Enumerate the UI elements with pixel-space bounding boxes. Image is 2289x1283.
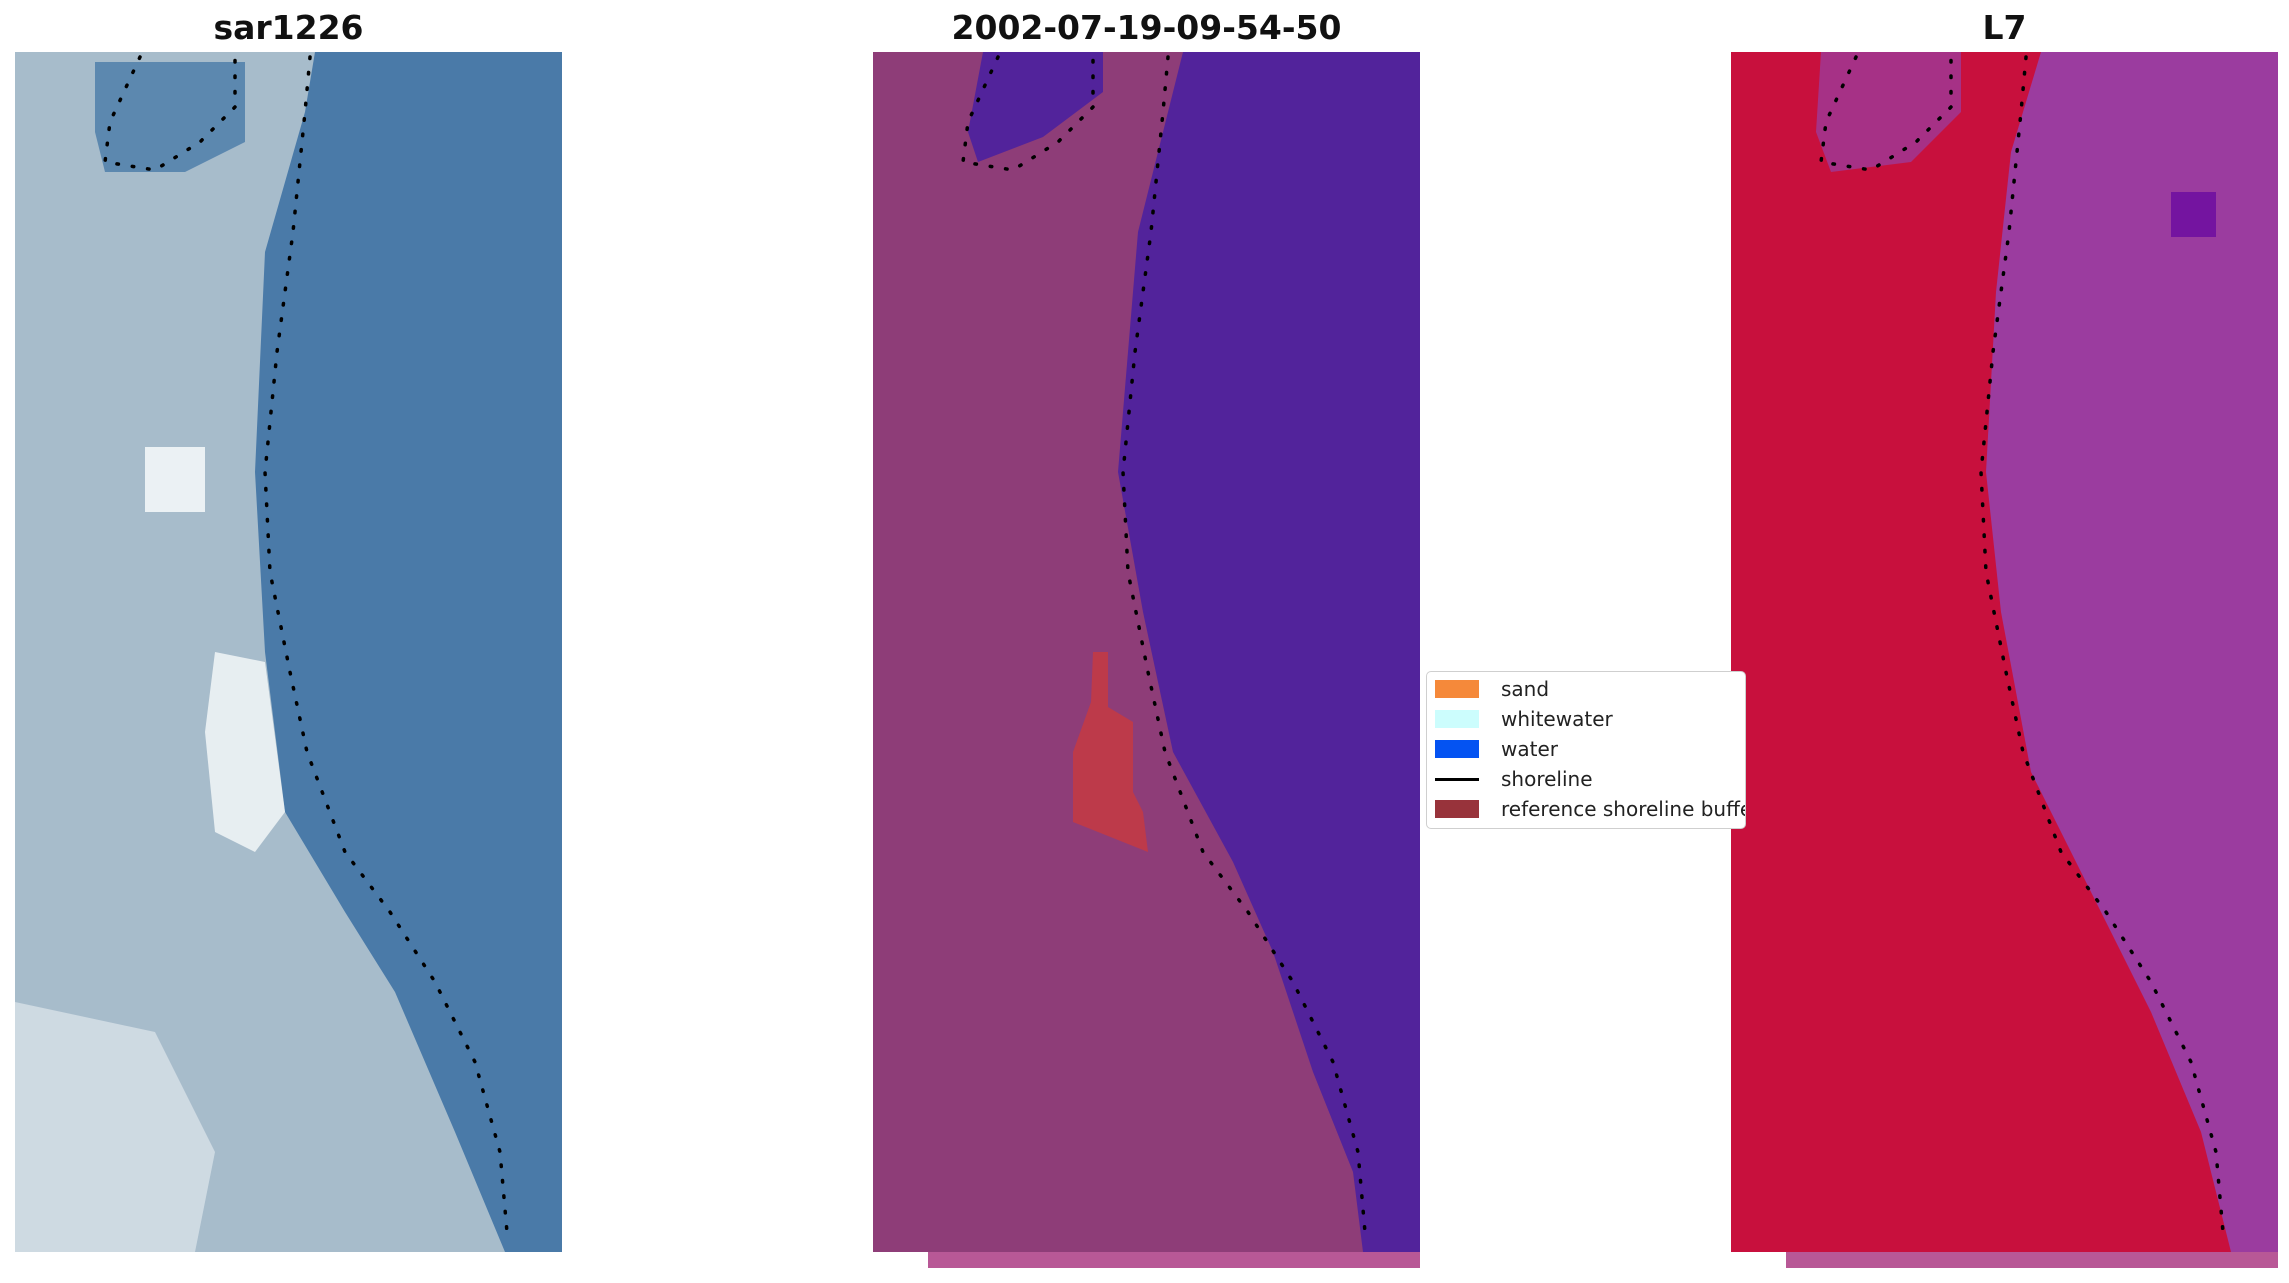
legend-label-shoreline: shoreline [1501,767,1593,791]
legend-label-whitewater: whitewater [1501,707,1613,731]
index-water [1986,52,2278,1252]
index-dark-spot [2171,192,2216,237]
rgb-water [255,52,562,1252]
lagoon-outline-index [1819,55,1953,172]
legend: sand whitewater water shoreline referenc… [1426,671,1746,829]
legend-swatch-sand [1435,680,1479,698]
index-strip-bar [1786,1252,2278,1268]
panel-classified-image [873,52,1420,1252]
legend-item-shoreline: shoreline [1435,764,1593,794]
class-buffer-patch [1073,652,1148,852]
lagoon-outline-rgb [103,55,237,172]
legend-item-water: water [1435,734,1558,764]
index-lagoon [1816,52,1961,172]
panel-title-index: L7 [1982,8,2027,47]
panel-title-classified: 2002-07-19-09-54-50 [951,8,1342,47]
legend-label-water: water [1501,737,1558,761]
panel-title-rgb: sar1226 [213,8,364,47]
rgb-lagoon [95,62,245,172]
legend-swatch-whitewater [1435,710,1479,728]
legend-line-shoreline [1435,777,1479,781]
legend-label-sand: sand [1501,677,1550,701]
legend-item-sand: sand [1435,674,1549,704]
rgb-bright-south [15,1002,215,1252]
lagoon-outline-classified [961,55,1095,172]
legend-swatch-water [1435,740,1479,758]
legend-item-reference-buffer: reference shoreline buffer [1435,794,1746,824]
panel-index-image [1731,52,2278,1252]
class-lagoon-water [968,52,1103,162]
shoreline-index [1979,55,2225,1234]
class-strip-bar [928,1252,1420,1268]
panel-rgb-image [15,52,562,1252]
rgb-bright-beach [205,652,285,852]
class-water [1118,52,1420,1252]
legend-label-reference-buffer: reference shoreline buffer [1501,797,1746,821]
legend-swatch-reference-buffer [1435,800,1479,818]
legend-item-whitewater: whitewater [1435,704,1613,734]
shoreline-classified [1121,55,1367,1234]
shoreline-rgb [263,55,509,1234]
rgb-bright-spot [145,447,205,512]
